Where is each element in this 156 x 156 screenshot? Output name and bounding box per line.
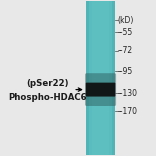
Text: Phospho-HDAC6: Phospho-HDAC6 [8,93,87,102]
Text: (kD): (kD) [118,15,134,24]
Text: (pSer22): (pSer22) [26,79,68,88]
Bar [86,1,89,155]
FancyBboxPatch shape [86,83,115,97]
Bar [86,1,115,155]
FancyBboxPatch shape [85,73,116,106]
Text: --170: --170 [118,107,138,116]
Bar [92,1,110,155]
Text: --130: --130 [118,89,138,98]
Bar [112,1,115,155]
Text: --55: --55 [118,28,133,37]
Text: --72: --72 [118,46,133,55]
Text: --95: --95 [118,67,133,76]
